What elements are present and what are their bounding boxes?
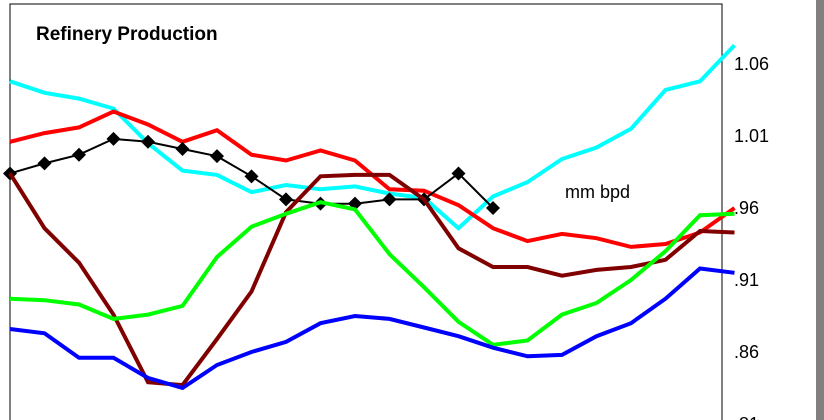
y-tick-label: 1.01 <box>734 126 769 146</box>
right-frame-bar <box>816 0 824 420</box>
series-point-marker <box>106 131 121 146</box>
series-point-marker <box>244 169 259 184</box>
series-point-marker <box>210 149 224 164</box>
series-line <box>9 43 736 231</box>
y-tick-label: .96 <box>734 198 759 218</box>
series-line <box>8 172 735 388</box>
series-point-marker <box>37 156 52 171</box>
y-tick-label: .86 <box>734 342 759 362</box>
series-point-marker <box>175 141 190 156</box>
series-point-marker <box>141 134 155 149</box>
series-point-marker <box>451 166 466 181</box>
unit-annotation: mm bpd <box>565 182 630 202</box>
series-layer <box>3 43 736 391</box>
y-tick-label: 1.06 <box>734 54 769 74</box>
plot-area-border <box>9 3 723 420</box>
series-point-marker <box>486 201 500 215</box>
series-line <box>9 266 735 391</box>
series-point-marker <box>72 147 86 162</box>
y-tick-label: .91 <box>734 270 759 290</box>
series-line <box>9 200 735 347</box>
series-point-marker <box>382 192 397 207</box>
chart-title: Refinery Production <box>36 24 218 45</box>
y-axis-tick-labels: 1.06 1.01 .96 .91 .86 .81 <box>734 54 769 420</box>
series-point-marker <box>279 192 293 207</box>
y-tick-label: .81 <box>734 414 759 420</box>
